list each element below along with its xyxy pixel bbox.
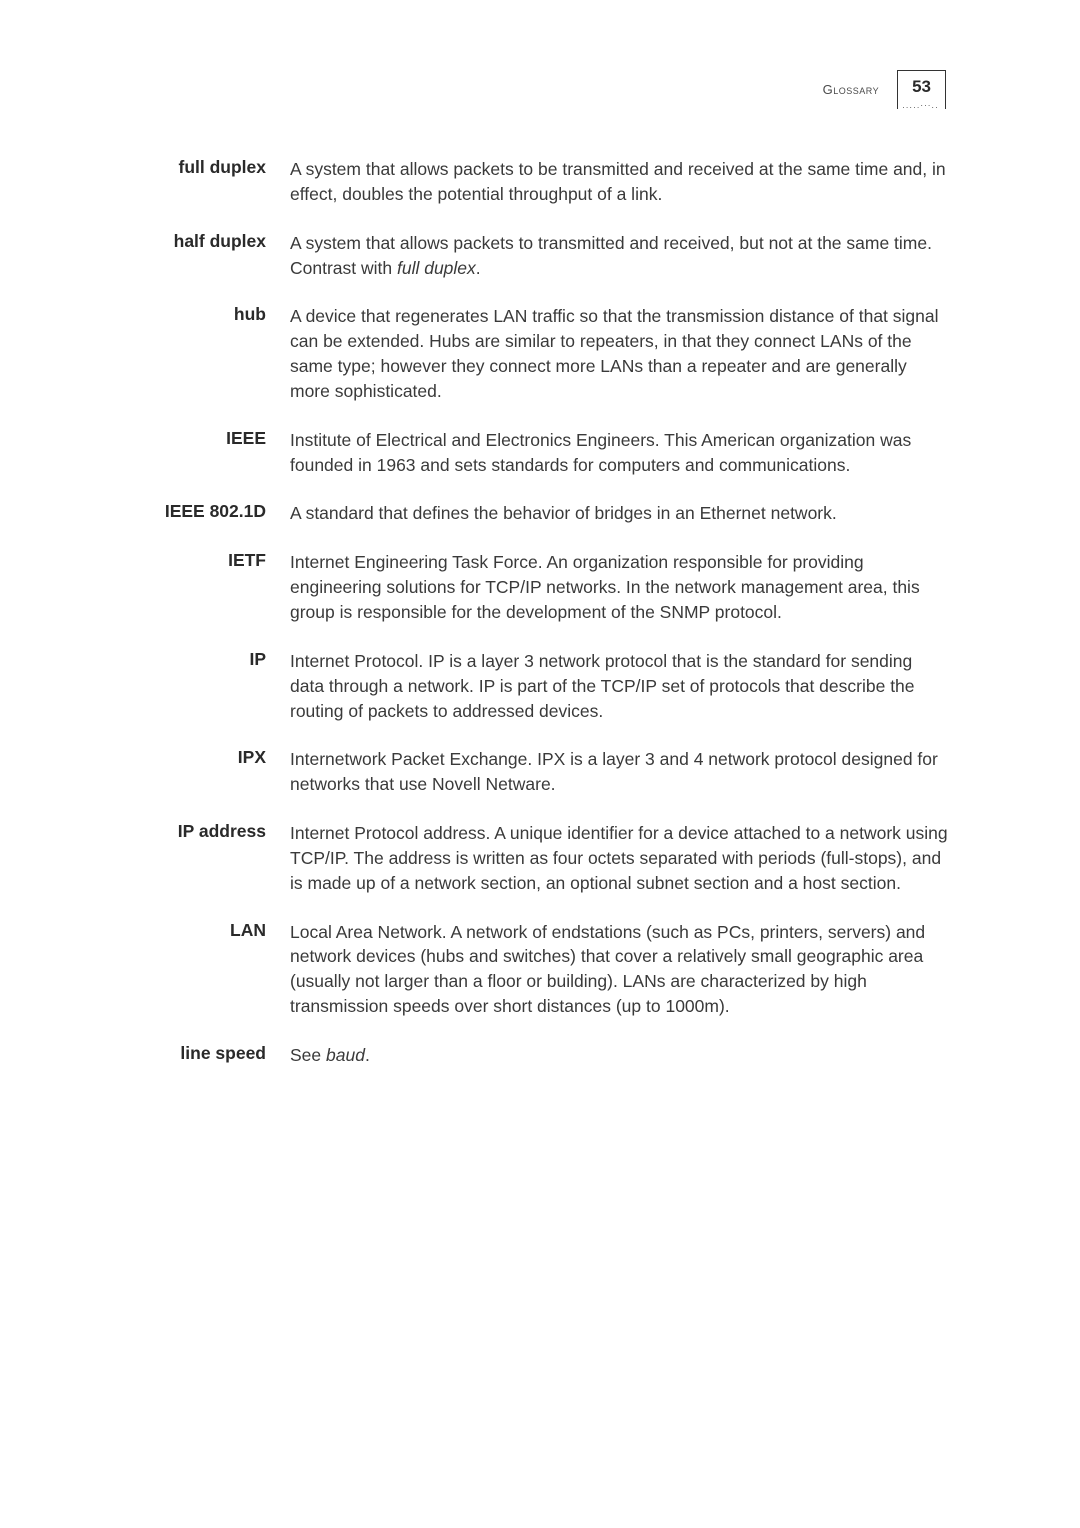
definition: A system that allows packets to be trans… xyxy=(290,157,950,207)
definition: Local Area Network. A network of endstat… xyxy=(290,920,950,1019)
definition: Institute of Electrical and Electronics … xyxy=(290,428,950,478)
glossary-entry: line speed See baud. xyxy=(130,1043,950,1068)
definition: A device that regenerates LAN traffic so… xyxy=(290,304,950,403)
term: half duplex xyxy=(130,231,290,281)
glossary-entry: IETF Internet Engineering Task Force. An… xyxy=(130,550,950,625)
definition: Internet Protocol address. A unique iden… xyxy=(290,821,950,896)
term: line speed xyxy=(130,1043,290,1068)
term: hub xyxy=(130,304,290,403)
page-number-box: 53 ·········· xyxy=(897,70,946,109)
glossary-entry: full duplex A system that allows packets… xyxy=(130,157,950,207)
definition: See baud. xyxy=(290,1043,950,1068)
page-number: 53 xyxy=(912,77,931,96)
term: IP xyxy=(130,649,290,724)
definition: Internet Engineering Task Force. An orga… xyxy=(290,550,950,625)
definition: A system that allows packets to transmit… xyxy=(290,231,950,281)
glossary-list: full duplex A system that allows packets… xyxy=(130,157,950,1068)
term: full duplex xyxy=(130,157,290,207)
definition: Internet Protocol. IP is a layer 3 netwo… xyxy=(290,649,950,724)
term: IPX xyxy=(130,747,290,797)
page-header: Glossary 53 ·········· xyxy=(130,70,950,109)
definition: A standard that defines the behavior of … xyxy=(290,501,950,526)
header-title: Glossary xyxy=(823,82,879,97)
glossary-entry: IPX Internetwork Packet Exchange. IPX is… xyxy=(130,747,950,797)
term: IEEE xyxy=(130,428,290,478)
decorative-dots: ·········· xyxy=(902,103,939,112)
glossary-entry: hub A device that regenerates LAN traffi… xyxy=(130,304,950,403)
definition: Internetwork Packet Exchange. IPX is a l… xyxy=(290,747,950,797)
glossary-entry: IP Internet Protocol. IP is a layer 3 ne… xyxy=(130,649,950,724)
glossary-entry: half duplex A system that allows packets… xyxy=(130,231,950,281)
term: IETF xyxy=(130,550,290,625)
glossary-entry: IEEE 802.1D A standard that defines the … xyxy=(130,501,950,526)
term: LAN xyxy=(130,920,290,1019)
glossary-entry: IP address Internet Protocol address. A … xyxy=(130,821,950,896)
term: IEEE 802.1D xyxy=(130,501,290,526)
glossary-entry: IEEE Institute of Electrical and Electro… xyxy=(130,428,950,478)
term: IP address xyxy=(130,821,290,896)
glossary-entry: LAN Local Area Network. A network of end… xyxy=(130,920,950,1019)
